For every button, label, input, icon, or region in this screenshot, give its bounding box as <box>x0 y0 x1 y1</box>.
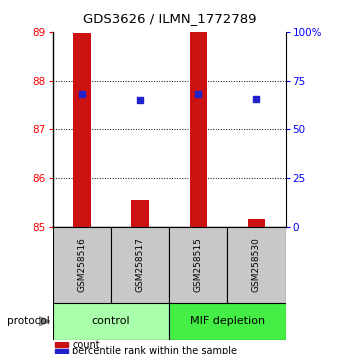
Point <box>79 91 85 97</box>
Bar <box>55 349 68 353</box>
Text: percentile rank within the sample: percentile rank within the sample <box>72 346 238 354</box>
Bar <box>53 303 169 340</box>
Text: MIF depletion: MIF depletion <box>190 316 265 326</box>
Bar <box>55 342 68 347</box>
Bar <box>111 227 169 303</box>
Text: control: control <box>91 316 130 326</box>
Bar <box>248 219 265 227</box>
Text: GSM258515: GSM258515 <box>194 237 203 292</box>
Bar <box>189 32 207 227</box>
Text: GSM258517: GSM258517 <box>136 237 144 292</box>
Bar <box>169 227 227 303</box>
Bar <box>53 227 111 303</box>
Bar <box>73 33 90 227</box>
Polygon shape <box>39 317 50 326</box>
Text: count: count <box>72 340 100 350</box>
Point <box>195 91 201 97</box>
Bar <box>131 200 149 227</box>
Bar <box>169 303 286 340</box>
Text: protocol: protocol <box>7 316 50 326</box>
Bar <box>227 227 286 303</box>
Text: GSM258530: GSM258530 <box>252 237 261 292</box>
Point <box>254 96 259 101</box>
Point <box>137 97 143 103</box>
Text: GSM258516: GSM258516 <box>77 237 86 292</box>
Text: GDS3626 / ILMN_1772789: GDS3626 / ILMN_1772789 <box>83 12 257 25</box>
